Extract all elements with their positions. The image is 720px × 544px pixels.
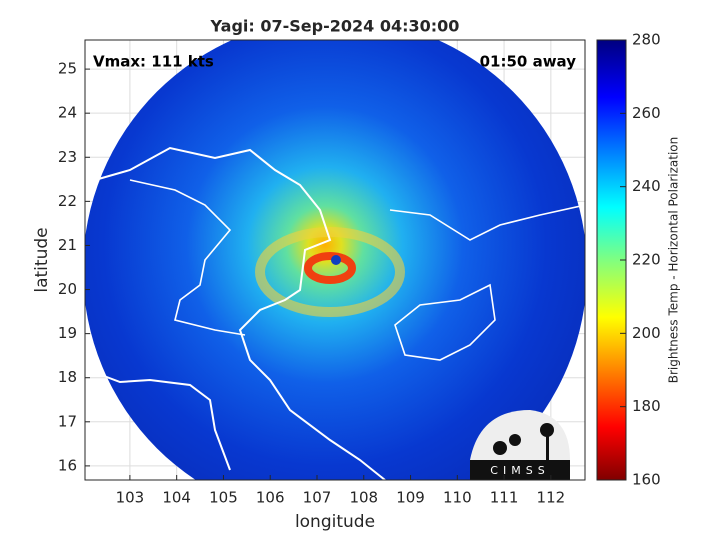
colorbar-label: Brightness Temp - Horizontal Polarizatio… — [667, 137, 681, 384]
vmax-annotation: Vmax: 111 kts — [93, 53, 214, 71]
colorbar-tick-label: 160 — [632, 471, 661, 489]
y-tick-label: 17 — [58, 412, 77, 430]
x-tick-label: 110 — [443, 489, 472, 507]
y-tick-label: 21 — [58, 236, 77, 254]
plot-frame — [84, 39, 586, 481]
colorbar-tick-label: 200 — [632, 324, 661, 342]
border — [129, 179, 585, 361]
y-axis-label: latitude — [32, 227, 52, 292]
y-tick-label: 19 — [58, 324, 77, 342]
x-tick-label: 109 — [396, 489, 425, 507]
satellite-image: CIMSS — [85, 40, 585, 480]
logo: CIMSS — [470, 410, 570, 480]
logo-text: CIMSS — [490, 464, 549, 477]
eyewall — [304, 252, 356, 284]
y-tick-label: 16 — [58, 456, 77, 474]
coastline — [87, 146, 386, 480]
colorbar-tick-label: 180 — [632, 397, 661, 415]
x-tick-label: 108 — [349, 489, 378, 507]
y-tick-label: 23 — [58, 148, 77, 166]
y-tick-label: 20 — [58, 280, 77, 298]
rainband — [255, 227, 405, 317]
time-annotation: 01:50 away — [480, 53, 577, 71]
y-tick-label: 22 — [58, 192, 77, 210]
x-tick-label: 104 — [162, 489, 191, 507]
x-tick-label: 103 — [116, 489, 145, 507]
title: Yagi: 07-Sep-2024 04:30:00 — [210, 17, 460, 36]
x-tick-label: 111 — [490, 489, 519, 507]
x-tick-label: 112 — [537, 489, 566, 507]
eye — [331, 255, 341, 265]
x-axis-label: longitude — [295, 512, 375, 532]
colorbar-tick-label: 240 — [632, 177, 661, 195]
x-tick-label: 105 — [209, 489, 238, 507]
y-tick-label: 24 — [58, 104, 77, 122]
colorbar-tick-label: 220 — [632, 251, 661, 269]
colorbar-tick-label: 280 — [632, 31, 661, 49]
y-tick-label: 18 — [58, 368, 77, 386]
y-tick-label: 25 — [58, 60, 77, 78]
colorbar-tick-label: 260 — [632, 104, 661, 122]
x-tick-label: 106 — [256, 489, 285, 507]
x-tick-label: 107 — [303, 489, 332, 507]
